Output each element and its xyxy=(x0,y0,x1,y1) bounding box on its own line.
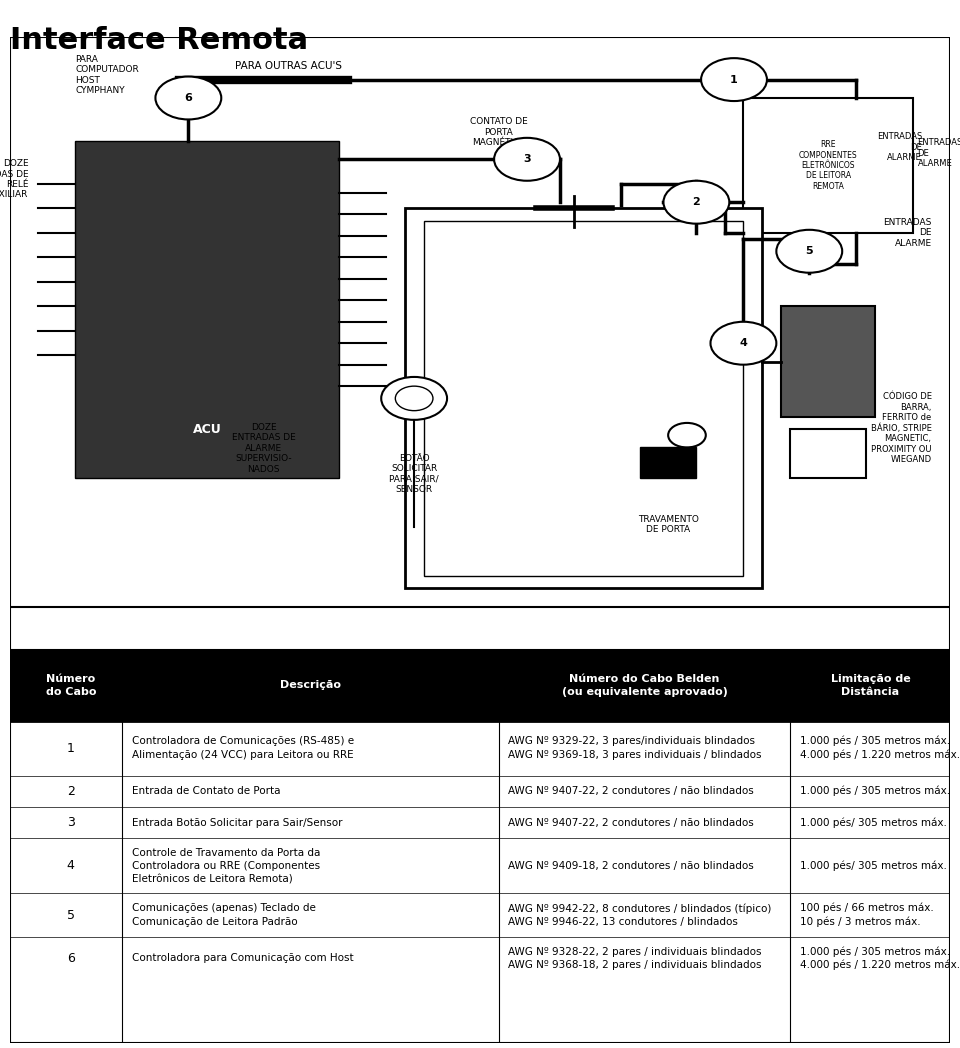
Text: AWG Nº 9407-22, 2 condutores / não blindados: AWG Nº 9407-22, 2 condutores / não blind… xyxy=(508,817,754,828)
Circle shape xyxy=(701,58,767,101)
Text: TRAVAMENTO
DE PORTA: TRAVAMENTO DE PORTA xyxy=(637,515,699,534)
Text: 1.000 pés/ 305 metros máx.: 1.000 pés/ 305 metros máx. xyxy=(800,860,947,871)
Text: 1.000 pés / 305 metros máx.
4.000 pés / 1.220 metros máx.: 1.000 pés / 305 metros máx. 4.000 pés / … xyxy=(800,946,960,970)
Text: Controle de Travamento da Porta da
Controladora ou RRE (Componentes
Eletrônicos : Controle de Travamento da Porta da Contr… xyxy=(132,848,321,885)
Bar xyxy=(743,99,913,233)
Text: PARA
COMPUTADOR
HOST
CYMPHANY: PARA COMPUTADOR HOST CYMPHANY xyxy=(76,56,139,95)
Text: Número
do Cabo: Número do Cabo xyxy=(45,674,96,697)
Text: AWG Nº 9328-22, 2 pares / individuais blindados
AWG Nº 9368-18, 2 pares / indivi: AWG Nº 9328-22, 2 pares / individuais bl… xyxy=(508,946,761,969)
Text: ACU: ACU xyxy=(193,422,222,436)
Text: Entrada Botão Solicitar para Sair/Sensor: Entrada Botão Solicitar para Sair/Sensor xyxy=(132,817,343,828)
Text: ENTRADAS
DE
ALARME: ENTRADAS DE ALARME xyxy=(883,218,931,247)
Text: CONTATO DE
PORTA
MAGNÉTICA: CONTATO DE PORTA MAGNÉTICA xyxy=(470,117,528,147)
Text: 100 pés / 66 metros máx.
10 pés / 3 metros máx.: 100 pés / 66 metros máx. 10 pés / 3 metr… xyxy=(800,902,934,927)
Text: 3: 3 xyxy=(67,816,75,829)
Text: 1: 1 xyxy=(67,742,75,755)
Text: DOZE
SAÍDAS DE
RELÉ
AUXILIAR: DOZE SAÍDAS DE RELÉ AUXILIAR xyxy=(0,159,29,199)
Text: Limitação de
Distância: Limitação de Distância xyxy=(830,674,910,697)
Bar xyxy=(405,209,762,589)
Circle shape xyxy=(156,77,221,119)
Circle shape xyxy=(668,423,706,447)
Text: DOZE
ENTRADAS DE
ALARME
SUPERVISIO-
NADOS: DOZE ENTRADAS DE ALARME SUPERVISIO- NADO… xyxy=(231,423,296,474)
Text: AWG Nº 9942-22, 8 condutores / blindados (típico)
AWG Nº 9946-22, 13 condutores : AWG Nº 9942-22, 8 condutores / blindados… xyxy=(508,903,772,926)
Text: PARA OUTRAS ACU'S: PARA OUTRAS ACU'S xyxy=(235,61,343,71)
Text: AWG Nº 9407-22, 2 condutores / não blindados: AWG Nº 9407-22, 2 condutores / não blind… xyxy=(508,786,754,796)
Text: ENTRADAS
DE
ALARME: ENTRADAS DE ALARME xyxy=(918,138,960,168)
Circle shape xyxy=(494,138,560,180)
Text: BOTÃO
SOLICITAR
PARA SAIR/
SENSOR: BOTÃO SOLICITAR PARA SAIR/ SENSOR xyxy=(390,454,439,494)
Text: Número do Cabo Belden
(ou equivalente aprovado): Número do Cabo Belden (ou equivalente ap… xyxy=(562,674,728,697)
Text: AWG Nº 9329-22, 3 pares/individuais blindados
AWG Nº 9369-18, 3 pares individuai: AWG Nº 9329-22, 3 pares/individuais blin… xyxy=(508,737,761,760)
Bar xyxy=(781,306,876,417)
Circle shape xyxy=(396,386,433,411)
Text: AWG Nº 9409-18, 2 condutores / não blindados: AWG Nº 9409-18, 2 condutores / não blind… xyxy=(508,860,754,871)
Text: Comunicações (apenas) Teclado de
Comunicação de Leitora Padrão: Comunicações (apenas) Teclado de Comunic… xyxy=(132,903,316,926)
Circle shape xyxy=(777,230,842,272)
Text: 2: 2 xyxy=(67,785,75,798)
Circle shape xyxy=(381,377,447,420)
Text: 3: 3 xyxy=(523,154,531,165)
Text: 1.000 pés / 305 metros máx.: 1.000 pés / 305 metros máx. xyxy=(800,786,950,796)
Text: 6: 6 xyxy=(184,93,192,103)
Text: CÓDIGO DE
BARRA,
FERRITO de
BÁRIO, STRIPE
MAGNETIC,
PROXIMITY OU
WIEGAND: CÓDIGO DE BARRA, FERRITO de BÁRIO, STRIP… xyxy=(871,392,931,464)
Text: Interface Remota: Interface Remota xyxy=(10,26,308,56)
Text: Descrição: Descrição xyxy=(280,680,341,691)
Text: Controladora de Comunicações (RS-485) e
Alimentação (24 VCC) para Leitora ou RRE: Controladora de Comunicações (RS-485) e … xyxy=(132,737,354,760)
Text: ENTRADAS
DE
ALARME: ENTRADAS DE ALARME xyxy=(876,132,923,162)
Bar xyxy=(76,140,339,478)
Text: 6: 6 xyxy=(67,952,75,965)
Text: 5: 5 xyxy=(67,909,75,921)
Text: 1.000 pés/ 305 metros máx.: 1.000 pés/ 305 metros máx. xyxy=(800,817,947,828)
Text: 5: 5 xyxy=(805,246,813,257)
Text: Entrada de Contato de Porta: Entrada de Contato de Porta xyxy=(132,786,280,796)
Text: 1.000 pés / 305 metros máx.
4.000 pés / 1.220 metros máx.: 1.000 pés / 305 metros máx. 4.000 pés / … xyxy=(800,736,960,760)
Text: 4: 4 xyxy=(739,339,748,348)
Text: Controladora para Comunicação com Host: Controladora para Comunicação com Host xyxy=(132,954,353,963)
Circle shape xyxy=(710,322,777,365)
Text: RRE
COMPONENTES
ELETRÔNICOS
DE LEITORA
REMOTA: RRE COMPONENTES ELETRÔNICOS DE LEITORA R… xyxy=(799,140,857,191)
Bar xyxy=(10,650,950,721)
Bar xyxy=(423,221,743,576)
Circle shape xyxy=(663,180,730,223)
Text: 4: 4 xyxy=(67,859,75,872)
Text: 1: 1 xyxy=(731,74,738,85)
Bar xyxy=(640,447,696,478)
Bar xyxy=(790,429,866,478)
Text: 2: 2 xyxy=(692,197,700,208)
